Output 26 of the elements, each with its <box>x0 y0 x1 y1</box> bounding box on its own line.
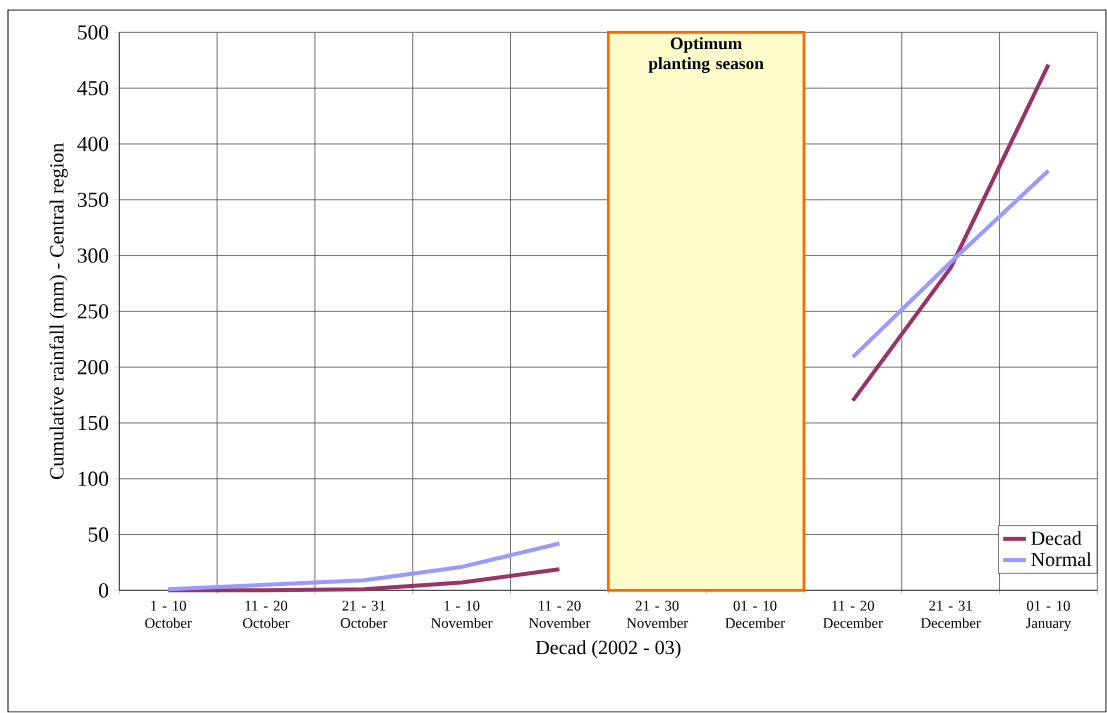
x-tick-label: 21 - 31 October <box>340 601 388 629</box>
y-tick-label: 350 <box>77 192 109 208</box>
y-tick-label: 300 <box>77 248 109 264</box>
legend-label: Normal <box>1031 552 1092 567</box>
x-tick-label: 21 - 30 November <box>626 601 689 629</box>
y-tick-label: 0 <box>99 583 109 598</box>
x-tick-label: 1 - 10 November <box>431 601 493 629</box>
y-tick-label: 50 <box>88 527 109 543</box>
y-tick-label: 500 <box>78 25 109 40</box>
legend-label: Decad <box>1031 531 1082 546</box>
y-tick-label: 450 <box>77 81 109 96</box>
y-tick-label: 200 <box>77 360 109 375</box>
y-tick-label: 150 <box>78 416 109 431</box>
x-tick-label: 01 - 10 January <box>1025 601 1072 632</box>
x-tick-label: 1 - 10 October <box>145 601 192 629</box>
band-label: Optimum planting season <box>648 37 764 74</box>
y-tick-label: 400 <box>77 137 109 152</box>
y-axis-title: Cumulative rainfall (mm) - Central region <box>49 143 68 480</box>
x-axis-title: Decad (2002 - 03) <box>535 640 681 659</box>
y-tick-label: 100 <box>78 471 109 487</box>
x-tick-label: 11 - 20 October <box>243 601 290 629</box>
x-tick-label: 21 - 31 December <box>920 601 981 629</box>
x-tick-label: 11 - 20 December <box>823 601 883 629</box>
y-tick-label: 250 <box>77 304 109 319</box>
x-tick-label: 11 - 20 November <box>528 601 591 629</box>
x-tick-label: 01 - 10 December <box>725 601 786 629</box>
